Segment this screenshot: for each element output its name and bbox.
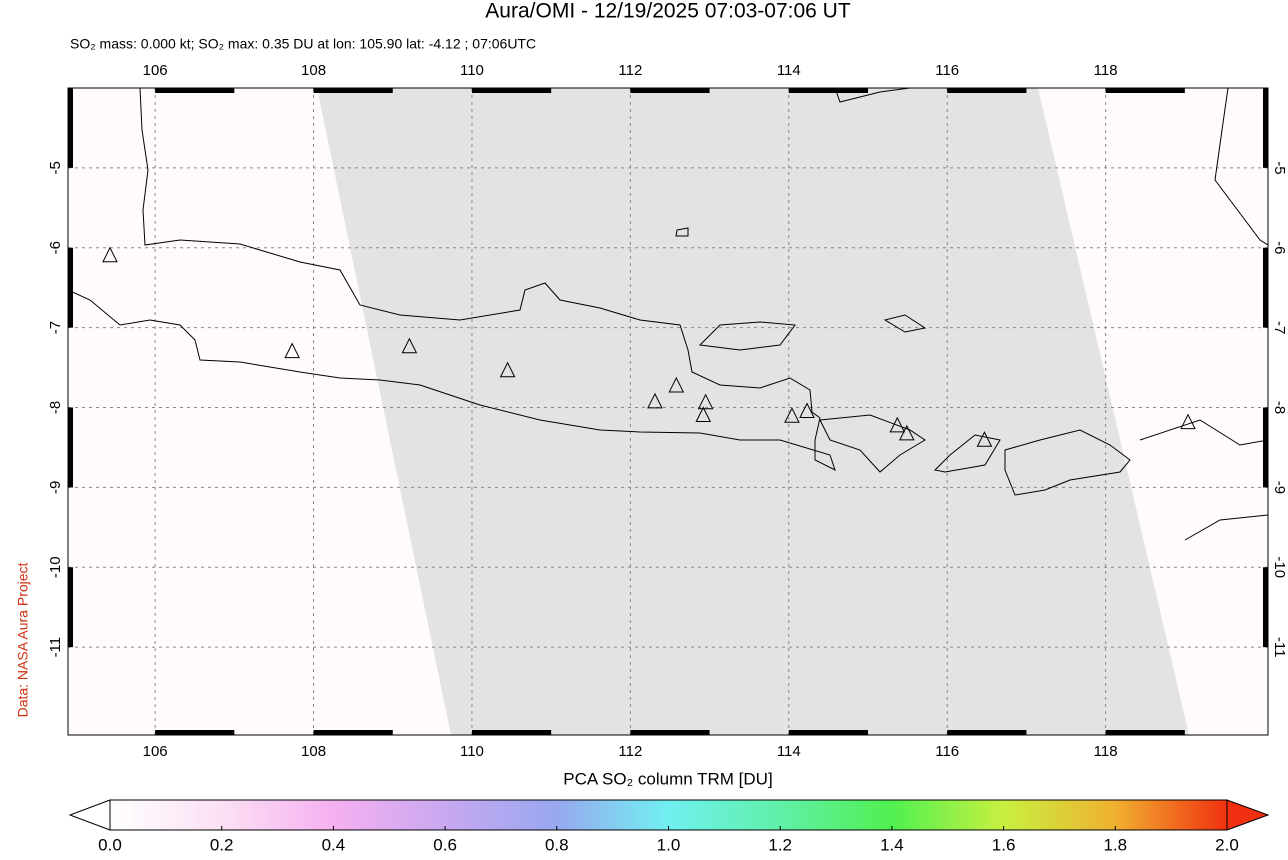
lat-tick-label: -10 — [47, 556, 64, 578]
colorbar-tick-label: 0.2 — [210, 835, 234, 854]
lon-tick-label: 108 — [301, 62, 326, 79]
frame-bar — [68, 88, 73, 168]
volcano — [976, 431, 993, 447]
volcano — [284, 342, 300, 359]
lat-tick-label: -5 — [1271, 161, 1288, 174]
frame-bar — [1105, 88, 1185, 93]
subtitle: SO₂ mass: 0.000 kt; SO₂ max: 0.35 DU at … — [70, 36, 536, 52]
coastline — [1139, 419, 1268, 446]
frame-bar — [313, 88, 393, 93]
coastline — [1184, 514, 1268, 541]
frame-bar — [1263, 407, 1268, 488]
lat-tick-label: -6 — [1271, 241, 1288, 254]
colorbar-min-arrow — [68, 799, 111, 831]
frame-bar — [68, 247, 73, 328]
frame-ticks — [68, 88, 1268, 735]
title: Aura/OMI - 12/19/2025 07:03-07:06 UT — [485, 0, 851, 23]
colorbar-tick-label: 0.8 — [545, 835, 569, 854]
coastline — [933, 434, 1001, 473]
coastline — [834, 88, 911, 103]
volcano — [799, 402, 815, 418]
lon-tick-label: 116 — [935, 62, 959, 79]
coastline — [1004, 429, 1131, 496]
lon-tick-label: 106 — [143, 62, 168, 79]
credit: Data: NASA Aura Project — [15, 562, 31, 717]
frame-bar — [471, 88, 552, 93]
grid — [68, 88, 1268, 735]
frame-bar — [947, 730, 1027, 735]
frame-bar — [630, 730, 710, 735]
volcano — [889, 416, 906, 433]
frame-bar — [1263, 247, 1268, 328]
orbit-swath — [317, 88, 1189, 735]
lat-tick-label: -6 — [47, 241, 64, 254]
map-layer — [68, 88, 1268, 735]
lon-tick-label: 114 — [777, 62, 801, 79]
colorbar-tick-label: 1.2 — [768, 835, 792, 854]
colorbar — [109, 799, 1228, 831]
colorbar-tick-label: 0.0 — [98, 835, 122, 854]
colorbar-tick-label: 1.4 — [880, 835, 904, 854]
lat-tick-label: -11 — [1271, 637, 1288, 658]
lon-tick-label: 118 — [1094, 62, 1118, 79]
frame-bar — [947, 88, 1027, 93]
colorbar-tick-label: 0.6 — [433, 835, 457, 854]
lat-tick-label: -5 — [47, 161, 64, 174]
lat-tick-label: -11 — [47, 637, 64, 658]
coastline — [698, 321, 796, 351]
coastline — [68, 88, 836, 471]
colorbar-max-arrow — [1226, 799, 1270, 831]
volcanoes — [102, 246, 1196, 447]
coastline — [675, 227, 927, 333]
volcano — [1180, 413, 1196, 430]
lat-tick-label: -9 — [47, 481, 64, 494]
volcano — [647, 392, 663, 409]
volcano — [784, 407, 800, 423]
lat-tick-label: -7 — [1271, 321, 1288, 334]
frame-bar — [155, 730, 235, 735]
volcano — [401, 337, 418, 354]
lon-tick-label: 114 — [777, 743, 801, 760]
colorbar-tick-label: 0.4 — [322, 835, 346, 854]
colorbar-tick-label: 2.0 — [1215, 835, 1239, 854]
lon-tick-label: 116 — [935, 743, 959, 760]
volcano — [668, 376, 685, 393]
colorbar-tick-label: 1.0 — [657, 835, 681, 854]
frame-bar — [630, 88, 710, 93]
frame-bar — [68, 567, 73, 648]
frame-bar — [1105, 730, 1185, 735]
lat-tick-label: -7 — [47, 321, 64, 334]
coastline — [819, 414, 926, 473]
lon-tick-label: 112 — [618, 62, 642, 79]
lon-tick-label: 108 — [301, 743, 326, 760]
coastline — [1214, 88, 1268, 246]
frame-bar — [1263, 567, 1268, 648]
lat-tick-label: -10 — [1271, 556, 1288, 578]
frame-bar — [155, 88, 235, 93]
volcano — [899, 424, 915, 441]
volcano — [499, 361, 516, 378]
lon-tick-label: 110 — [460, 62, 484, 79]
frame-bar — [68, 407, 73, 488]
frame-bar — [788, 88, 868, 93]
lat-tick-label: -8 — [47, 401, 64, 414]
frame-bar — [313, 730, 393, 735]
frame-bar — [1263, 88, 1268, 168]
lon-tick-label: 118 — [1094, 743, 1118, 760]
lon-tick-label: 106 — [143, 743, 168, 760]
lon-tick-label: 112 — [618, 743, 642, 760]
volcano — [697, 393, 714, 410]
volcano — [695, 406, 712, 422]
frame-bar — [471, 730, 552, 735]
frame-bar — [788, 730, 868, 735]
lat-tick-label: -9 — [1271, 481, 1288, 494]
lon-tick-label: 110 — [460, 743, 484, 760]
lat-tick-label: -8 — [1271, 401, 1288, 414]
colorbar-tick-label: 1.8 — [1103, 835, 1127, 854]
colorbar-tick-label: 1.6 — [992, 835, 1016, 854]
colorbar-label: PCA SO₂ column TRM [DU] — [563, 769, 772, 788]
volcano — [102, 246, 118, 263]
